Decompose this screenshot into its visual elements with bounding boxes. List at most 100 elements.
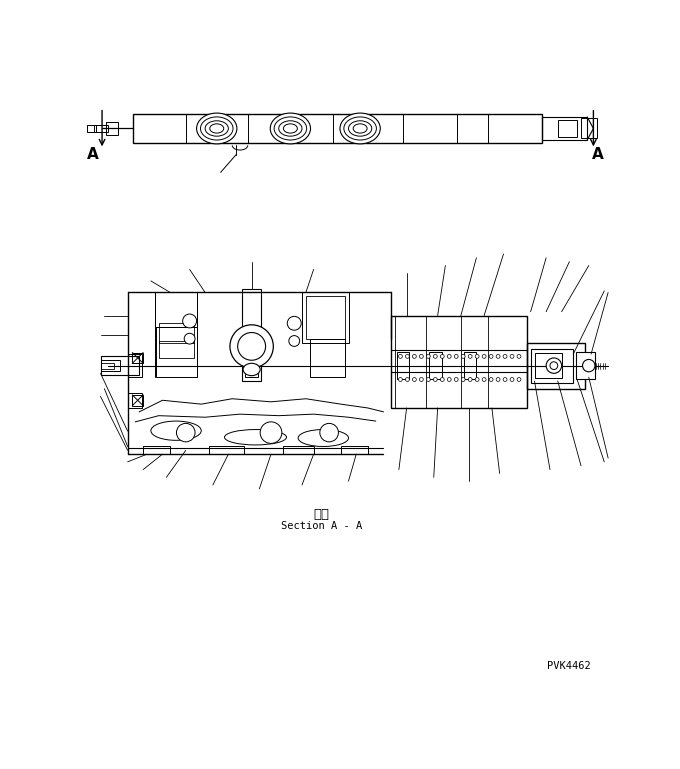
Bar xyxy=(128,393,141,408)
Bar xyxy=(527,342,585,389)
Bar xyxy=(558,120,577,137)
Circle shape xyxy=(517,355,521,358)
Circle shape xyxy=(426,355,430,358)
Text: PVK4462: PVK4462 xyxy=(547,661,590,671)
Bar xyxy=(242,288,261,381)
Circle shape xyxy=(583,359,595,371)
Circle shape xyxy=(447,378,452,381)
Bar xyxy=(302,292,348,342)
Circle shape xyxy=(503,378,507,381)
Circle shape xyxy=(475,378,479,381)
Circle shape xyxy=(426,378,430,381)
Bar xyxy=(101,362,114,368)
Circle shape xyxy=(433,378,437,381)
Circle shape xyxy=(420,378,423,381)
Bar xyxy=(156,327,197,377)
Circle shape xyxy=(489,355,493,358)
Circle shape xyxy=(517,378,521,381)
Circle shape xyxy=(550,361,558,369)
Ellipse shape xyxy=(284,124,297,133)
Bar xyxy=(534,353,562,378)
Circle shape xyxy=(461,355,465,358)
Circle shape xyxy=(398,378,403,381)
Bar xyxy=(391,315,527,408)
Circle shape xyxy=(413,355,416,358)
Bar xyxy=(306,296,345,338)
Circle shape xyxy=(420,355,423,358)
Circle shape xyxy=(496,355,500,358)
Text: A: A xyxy=(87,147,99,162)
Bar xyxy=(283,447,313,454)
Bar xyxy=(245,354,258,377)
Ellipse shape xyxy=(209,124,224,133)
Circle shape xyxy=(454,378,458,381)
Bar xyxy=(158,323,194,342)
Circle shape xyxy=(183,314,197,328)
Bar xyxy=(464,351,477,379)
Circle shape xyxy=(320,424,339,442)
Ellipse shape xyxy=(298,430,348,447)
Circle shape xyxy=(433,355,437,358)
Circle shape xyxy=(405,355,409,358)
Text: A: A xyxy=(592,147,604,162)
Bar xyxy=(101,356,139,375)
Circle shape xyxy=(469,378,472,381)
Bar xyxy=(158,341,194,358)
Circle shape xyxy=(413,378,416,381)
Circle shape xyxy=(289,335,300,346)
Bar xyxy=(429,351,441,379)
Circle shape xyxy=(482,378,486,381)
Circle shape xyxy=(454,355,458,358)
Circle shape xyxy=(482,355,486,358)
Ellipse shape xyxy=(348,121,372,136)
Ellipse shape xyxy=(353,124,367,133)
Bar xyxy=(106,122,118,135)
Circle shape xyxy=(260,422,282,444)
Ellipse shape xyxy=(243,363,260,375)
Bar xyxy=(133,352,143,363)
Bar xyxy=(101,360,120,371)
Bar xyxy=(581,118,596,138)
Bar xyxy=(133,114,542,143)
Bar xyxy=(95,125,108,132)
Ellipse shape xyxy=(197,113,237,144)
Circle shape xyxy=(176,424,195,442)
Ellipse shape xyxy=(279,121,302,136)
Circle shape xyxy=(441,378,444,381)
Bar xyxy=(542,117,588,140)
Circle shape xyxy=(546,358,562,373)
Circle shape xyxy=(510,378,514,381)
Bar xyxy=(86,125,96,131)
Ellipse shape xyxy=(270,113,311,144)
Circle shape xyxy=(287,316,301,330)
Circle shape xyxy=(510,355,514,358)
Circle shape xyxy=(441,355,444,358)
Bar xyxy=(155,292,197,327)
Ellipse shape xyxy=(340,113,380,144)
Bar xyxy=(133,395,143,406)
Circle shape xyxy=(447,355,452,358)
Bar xyxy=(396,351,409,379)
Circle shape xyxy=(230,325,273,368)
Circle shape xyxy=(184,333,195,344)
Circle shape xyxy=(461,378,465,381)
Circle shape xyxy=(475,355,479,358)
Circle shape xyxy=(489,378,493,381)
Text: Section A - A: Section A - A xyxy=(281,521,362,531)
Bar xyxy=(143,447,170,454)
Bar xyxy=(128,354,141,377)
Circle shape xyxy=(398,355,403,358)
Circle shape xyxy=(503,355,507,358)
Circle shape xyxy=(496,378,500,381)
Ellipse shape xyxy=(224,430,286,445)
Text: 断面: 断面 xyxy=(313,508,329,521)
Ellipse shape xyxy=(344,117,377,140)
Bar xyxy=(341,447,368,454)
Bar xyxy=(575,351,595,379)
Bar xyxy=(310,338,345,377)
Bar xyxy=(530,348,573,382)
Circle shape xyxy=(405,378,409,381)
Ellipse shape xyxy=(274,117,307,140)
Circle shape xyxy=(469,355,472,358)
Ellipse shape xyxy=(201,117,233,140)
